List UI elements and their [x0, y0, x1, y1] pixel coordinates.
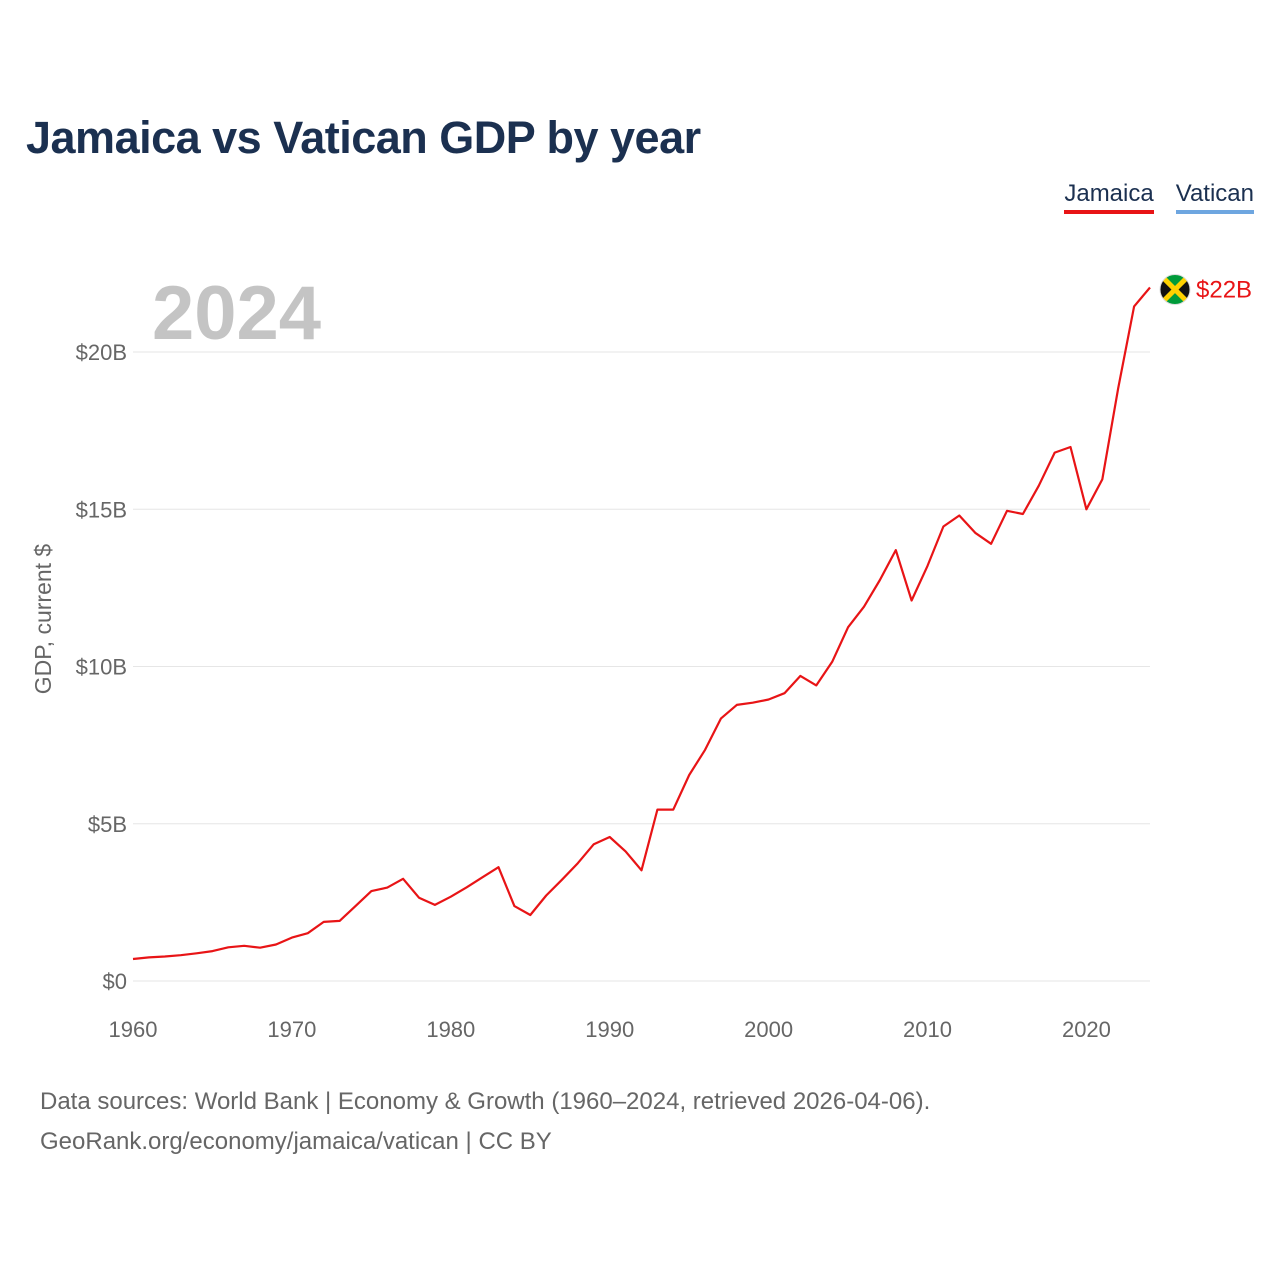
x-tick-label: 2010 — [903, 1017, 952, 1042]
y-tick-label: $10B — [76, 655, 127, 680]
series-lines — [132, 286, 1151, 961]
legend-item-vatican[interactable]: Vatican — [1175, 180, 1254, 214]
y-tick-label: $20B — [76, 340, 127, 365]
end-value-label: $22B — [1196, 277, 1252, 304]
x-axis-ticks: 1960 1970 1980 1990 2000 2010 2020 — [109, 1017, 1111, 1042]
jamaica-flag-icon — [1160, 274, 1190, 305]
grid-lines — [133, 351, 1150, 982]
x-tick-label: 2000 — [744, 1017, 793, 1042]
x-tick-label: 1990 — [585, 1017, 634, 1042]
y-tick-label: $15B — [76, 497, 127, 522]
x-tick-label: 1960 — [109, 1017, 158, 1042]
y-tick-label: $0 — [103, 969, 127, 994]
chart-title: Jamaica vs Vatican GDP by year — [26, 112, 701, 163]
x-tick-label: 2020 — [1062, 1017, 1111, 1042]
y-axis-ticks: $0 $5B $10B $15B $20B — [76, 340, 127, 994]
legend: Jamaica Vatican — [1064, 180, 1254, 214]
end-marker: $22B — [1159, 274, 1252, 306]
footer-attribution: GeoRank.org/economy/jamaica/vatican | CC… — [40, 1128, 552, 1155]
footer-sources: Data sources: World Bank | Economy & Gro… — [40, 1088, 931, 1115]
y-axis-label: GDP, current $ — [30, 544, 56, 695]
footer: Data sources: World Bank | Economy & Gro… — [40, 1082, 930, 1162]
year-watermark: 2024 — [152, 271, 321, 356]
series-line-jamaica — [132, 286, 1151, 961]
x-tick-label: 1970 — [267, 1017, 316, 1042]
y-tick-label: $5B — [88, 812, 127, 837]
x-tick-label: 1980 — [426, 1017, 475, 1042]
legend-item-jamaica[interactable]: Jamaica — [1064, 180, 1154, 214]
